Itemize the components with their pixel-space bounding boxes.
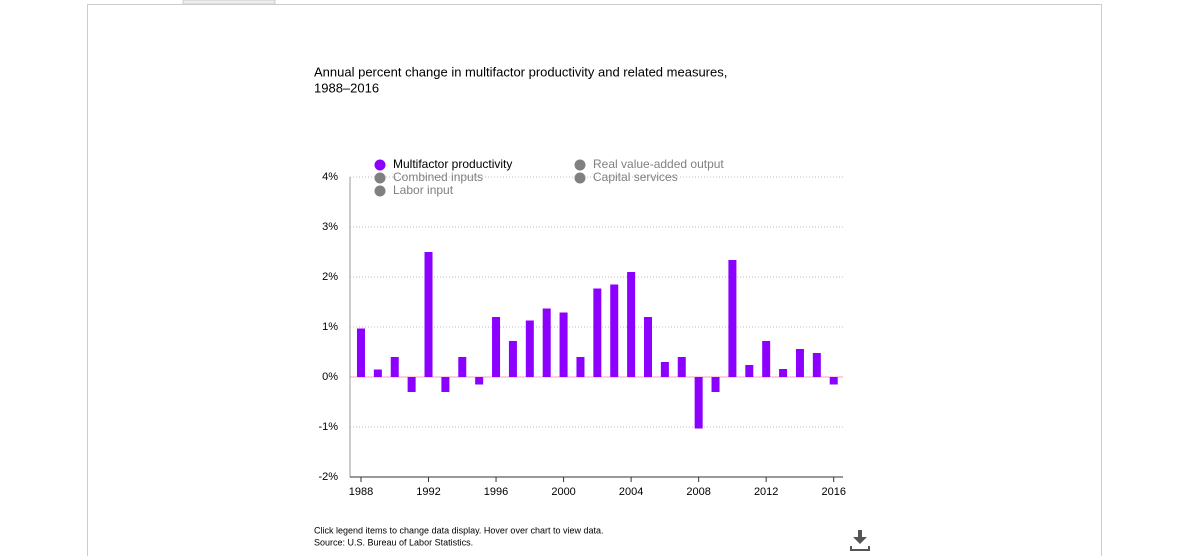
legend-label[interactable]: Combined inputs (393, 170, 483, 184)
bar[interactable] (407, 377, 416, 392)
bar[interactable] (373, 369, 382, 378)
x-tick-label: 1992 (416, 486, 440, 498)
y-tick-label: 4% (322, 171, 338, 183)
legend-label[interactable]: Labor input (393, 183, 454, 197)
legend-label[interactable]: Capital services (593, 170, 678, 184)
source: Source: U.S. Bureau of Labor Statistics. (314, 537, 473, 547)
y-tick-label: 2% (322, 271, 338, 283)
bar[interactable] (677, 357, 686, 377)
bar[interactable] (795, 349, 804, 377)
bar[interactable] (745, 365, 754, 377)
bar[interactable] (356, 328, 365, 378)
tab[interactable] (182, 0, 276, 5)
y-tick-label: -2% (318, 471, 338, 483)
y-tick-label: 0% (322, 371, 338, 383)
bar[interactable] (762, 341, 771, 377)
bar[interactable] (424, 252, 433, 377)
x-tick-label: 2012 (754, 486, 778, 498)
bar[interactable] (610, 284, 619, 378)
legend-marker[interactable] (374, 172, 386, 184)
legend-marker[interactable] (574, 159, 586, 171)
bar[interactable] (576, 357, 585, 377)
bar[interactable] (711, 377, 720, 392)
bar[interactable] (508, 341, 517, 377)
y-tick-label: 3% (322, 221, 338, 233)
bar[interactable] (525, 320, 534, 378)
legend-label[interactable]: Real value-added output (593, 157, 724, 171)
x-tick-label: 1996 (484, 486, 508, 498)
x-tick-label: 1988 (349, 486, 373, 498)
y-tick-label: -1% (318, 421, 338, 433)
frame (87, 4, 1102, 556)
chart-title: 1988–2016 (314, 80, 379, 95)
legend-marker[interactable] (374, 185, 386, 197)
note: Click legend items to change data displa… (314, 525, 603, 535)
bar[interactable] (475, 377, 484, 385)
bar[interactable] (660, 362, 669, 377)
bar[interactable] (458, 357, 467, 377)
legend-marker[interactable] (574, 172, 586, 184)
bar[interactable] (593, 288, 602, 378)
legend-label[interactable]: Multifactor productivity (393, 157, 512, 171)
bar[interactable] (390, 357, 399, 377)
bar[interactable] (812, 353, 821, 377)
x-tick-label: 2008 (686, 486, 710, 498)
bar[interactable] (643, 317, 652, 377)
chart-title: Annual percent change in multifactor pro… (314, 64, 727, 79)
bar[interactable] (559, 312, 568, 378)
bar[interactable] (694, 377, 703, 429)
x-tick-label: 2004 (619, 486, 643, 498)
x-tick-label: 2016 (821, 486, 845, 498)
x-tick-label: 2000 (551, 486, 575, 498)
download-icon[interactable] (850, 530, 870, 551)
bar[interactable] (779, 369, 788, 377)
legend-marker[interactable] (374, 159, 386, 171)
bar[interactable] (492, 317, 501, 377)
bar[interactable] (728, 260, 737, 377)
y-tick-label: 1% (322, 321, 338, 333)
bar[interactable] (441, 377, 450, 392)
bar[interactable] (829, 377, 838, 385)
bar[interactable] (627, 272, 636, 377)
bar[interactable] (542, 308, 551, 378)
